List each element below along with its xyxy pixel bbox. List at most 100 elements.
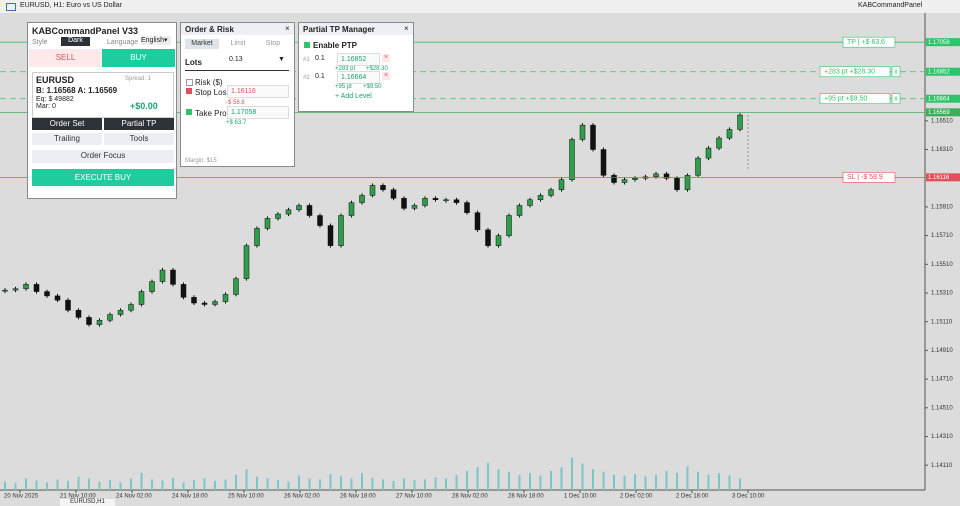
sl-input[interactable]: 1.16116 bbox=[227, 85, 289, 98]
candle bbox=[44, 291, 50, 297]
risk-checkbox[interactable] bbox=[186, 79, 193, 86]
volume-bar bbox=[77, 476, 80, 490]
candle bbox=[243, 245, 250, 279]
order-set-button[interactable]: Order Set bbox=[32, 118, 102, 130]
trailing-button[interactable]: Trailing bbox=[32, 133, 102, 145]
volume-bar bbox=[235, 474, 237, 490]
command-panel: KABCommandPanel V33 Style Dark Language … bbox=[27, 22, 177, 199]
title-bar bbox=[299, 23, 413, 35]
candle bbox=[716, 137, 722, 149]
volume-bar bbox=[445, 478, 447, 490]
volume-bar bbox=[14, 483, 17, 490]
close-button[interactable]: × bbox=[285, 24, 290, 33]
volume-bar bbox=[245, 469, 248, 490]
tools-button[interactable]: Tools bbox=[104, 133, 174, 145]
margin-info: Margin: $15 bbox=[185, 158, 217, 164]
y-tick-label: 1.15110 bbox=[931, 319, 953, 325]
x-tick-label: 28 Nov 02:00 bbox=[452, 494, 488, 500]
close-button[interactable]: × bbox=[404, 24, 409, 33]
level-price[interactable]: 1.16664 bbox=[337, 71, 380, 84]
volume-bar bbox=[256, 476, 258, 490]
level-lots[interactable]: 0.1 bbox=[315, 73, 325, 80]
level-price-label: 1.16852 bbox=[928, 69, 950, 75]
lots-value[interactable]: 0.13 bbox=[229, 56, 243, 63]
volume-bar bbox=[476, 467, 479, 490]
volume-bar bbox=[25, 478, 27, 490]
volume-bar bbox=[718, 473, 720, 490]
candle bbox=[2, 289, 8, 292]
candle bbox=[401, 198, 407, 209]
candle bbox=[674, 177, 680, 190]
volume-bar bbox=[455, 474, 458, 490]
volume-bar bbox=[329, 474, 332, 490]
chart-icon bbox=[6, 3, 16, 11]
lots-arrow[interactable]: ▼ bbox=[278, 56, 285, 63]
tab-stop[interactable]: Stop bbox=[265, 40, 281, 47]
level-remove[interactable]: × bbox=[382, 72, 390, 80]
volume-bar bbox=[487, 462, 489, 490]
level-remove[interactable]: × bbox=[382, 54, 390, 62]
tp-input[interactable]: 1.17058 bbox=[227, 106, 289, 119]
candle bbox=[453, 199, 460, 203]
candle bbox=[170, 269, 176, 285]
enable-checkbox[interactable] bbox=[304, 42, 310, 48]
candle bbox=[485, 229, 491, 246]
tab-limit[interactable]: Limit bbox=[230, 40, 246, 47]
candle bbox=[411, 205, 418, 209]
execute-button[interactable]: EXECUTE BUY bbox=[32, 169, 174, 186]
level-close[interactable]: x bbox=[894, 96, 898, 103]
level-close-box bbox=[891, 66, 901, 78]
add-level[interactable]: + Add Level bbox=[335, 93, 372, 100]
volume-bar bbox=[403, 478, 405, 490]
symbol-title: EURUSD, H1: Euro vs US Dollar bbox=[20, 2, 122, 9]
spread: Spread: 1 bbox=[125, 76, 152, 82]
level-close[interactable]: x bbox=[894, 69, 898, 76]
candle bbox=[705, 147, 712, 159]
volume-bar bbox=[266, 478, 269, 490]
level-price-label: 1.16664 bbox=[928, 96, 950, 102]
candle bbox=[548, 189, 554, 196]
top-bar: EURUSD, H1: Euro vs US Dollar KABCommand… bbox=[0, 0, 960, 13]
y-tick-label: 1.14510 bbox=[931, 405, 953, 411]
level-points: +283 pt bbox=[335, 66, 356, 72]
candle bbox=[527, 199, 533, 206]
volume-bar bbox=[634, 474, 636, 490]
chart-tab[interactable]: EURUSD,H1 bbox=[60, 499, 115, 506]
title-bar bbox=[181, 23, 294, 35]
buy-button[interactable]: BUY bbox=[102, 49, 175, 67]
volume-bar bbox=[214, 480, 216, 490]
volume-bar bbox=[434, 477, 437, 490]
volume-bar bbox=[655, 474, 657, 490]
x-tick-label: 26 Nov 02:00 bbox=[284, 494, 320, 500]
order-focus-button[interactable]: Order Focus bbox=[32, 150, 174, 163]
x-tick-label: 26 Nov 18:00 bbox=[340, 494, 376, 500]
level-money: +$9.50 bbox=[363, 84, 382, 90]
volume-bar bbox=[319, 479, 321, 490]
level-lots[interactable]: 0.1 bbox=[315, 55, 325, 62]
volume-bar bbox=[739, 478, 741, 490]
level-price[interactable]: 1.16852 bbox=[337, 53, 380, 66]
volume-bar bbox=[529, 472, 531, 490]
candle bbox=[338, 215, 344, 246]
candle bbox=[54, 295, 61, 301]
candle bbox=[737, 114, 743, 130]
style-button[interactable]: Dark bbox=[61, 37, 90, 46]
level-money: +$28.30 bbox=[366, 66, 388, 72]
candle bbox=[380, 185, 386, 190]
volume-bar bbox=[172, 477, 174, 490]
equity: Eq: $ 49882 bbox=[36, 96, 74, 103]
sl-marker bbox=[186, 88, 192, 94]
volume-bar bbox=[613, 474, 615, 490]
tab-market[interactable]: Market bbox=[185, 39, 219, 49]
partial-tp-button[interactable]: Partial TP bbox=[104, 118, 174, 130]
level-price-box bbox=[926, 67, 960, 76]
volume-bar bbox=[35, 480, 38, 490]
candle bbox=[600, 149, 607, 176]
language-select[interactable]: English▾ bbox=[141, 36, 171, 45]
candle bbox=[86, 317, 92, 325]
candle bbox=[327, 225, 334, 246]
candle bbox=[506, 215, 512, 236]
sell-button[interactable]: SELL bbox=[29, 49, 102, 67]
margin: Mar: 0 bbox=[36, 103, 56, 110]
